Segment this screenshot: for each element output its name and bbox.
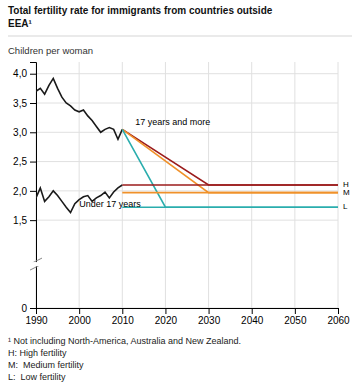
chart: Total fertility rate for immigrants from… <box>0 0 360 392</box>
y-tick-label: 1,5 <box>13 215 27 226</box>
y-tick-label: 2,0 <box>13 186 27 197</box>
x-tick-mark <box>165 308 166 314</box>
x-axis-line <box>37 309 339 315</box>
footnotes: ¹ Not including North-America, Australia… <box>8 336 241 382</box>
plot: 1990 2000 2010 2020 2030 2040 2050 2060 0 1,5 2,0 2… <box>13 62 350 326</box>
series-end-label: M <box>343 188 350 197</box>
x-tick: 2040 <box>241 308 264 326</box>
y-tick-mark <box>30 220 36 221</box>
x-tick: 2020 <box>155 308 178 326</box>
series-line <box>122 192 338 194</box>
footnote: ¹ Not including North-America, Australia… <box>8 336 241 346</box>
grid <box>36 62 338 308</box>
x-tick-label: 2030 <box>198 315 221 326</box>
x-axis: 1990 2000 2010 2020 2030 2040 2050 2060 <box>25 308 350 326</box>
y-tick: 1,5 <box>13 215 36 226</box>
y-tick: 0 <box>21 303 36 314</box>
y-tick: 2,5 <box>13 156 36 167</box>
y-tick-mark <box>30 191 36 192</box>
y-tick-mark <box>30 74 36 75</box>
x-tick-label: 2050 <box>284 315 307 326</box>
x-tick-label: 1990 <box>25 315 48 326</box>
y-axis-line <box>30 63 37 309</box>
y-tick-label: 2,5 <box>13 156 27 167</box>
end-labels: HML <box>343 180 350 211</box>
x-tick: 2060 <box>327 308 350 326</box>
footnote: M: Medium fertility <box>8 360 84 370</box>
y-tick-label: 0 <box>21 303 27 314</box>
grid-line-y <box>36 132 338 133</box>
separator <box>8 36 352 37</box>
title: Total fertility rate for immigrants from… <box>8 5 273 16</box>
title: EEA¹ <box>8 18 33 29</box>
series-end-label: L <box>343 202 348 211</box>
x-tick: 2050 <box>284 308 307 326</box>
series-line <box>36 78 122 139</box>
series-line <box>122 129 338 185</box>
x-tick-label: 2040 <box>241 315 264 326</box>
x-tick-label: 2010 <box>112 315 135 326</box>
grid-line-y <box>36 161 338 162</box>
x-tick-mark <box>295 308 296 314</box>
y-tick-label: 3,5 <box>13 98 27 109</box>
annotation: Under 17 years <box>79 199 141 209</box>
grid-line-y <box>36 220 338 221</box>
x-tick-mark <box>252 308 253 314</box>
series-line <box>122 206 338 208</box>
x-tick: 2010 <box>112 308 135 326</box>
series-line <box>122 129 338 207</box>
title-group: Total fertility rate for immigrants from… <box>8 5 273 29</box>
y-tick: 3,0 <box>13 127 36 138</box>
y-tick: 3,5 <box>13 98 36 109</box>
x-tick: 2000 <box>69 308 92 326</box>
series-line <box>122 184 338 186</box>
y-tick-mark <box>30 132 36 133</box>
x-tick: 1990 <box>25 308 48 326</box>
x-tick-label: 2020 <box>155 315 178 326</box>
grid-line-y <box>36 190 338 191</box>
axis-break-gap <box>30 262 42 266</box>
y-tick-mark <box>30 103 36 104</box>
x-tick-mark <box>338 308 339 314</box>
x-tick-mark <box>122 308 123 314</box>
y-tick: 4,0 <box>13 68 36 79</box>
y-tick-mark <box>30 162 36 163</box>
grid-line-y <box>36 73 338 74</box>
annotation: 17 years and more <box>135 117 210 127</box>
x-tick-mark <box>209 308 210 314</box>
x-tick-label: 2000 <box>69 315 92 326</box>
x-tick-mark <box>79 308 80 314</box>
grid-line-x <box>79 62 80 308</box>
y-tick-label: 3,0 <box>13 127 27 138</box>
x-tick-label: 2060 <box>327 315 350 326</box>
y-axis-title: Children per woman <box>8 45 93 56</box>
x-tick: 2030 <box>198 308 221 326</box>
footnote: L: Low fertility <box>8 372 66 382</box>
grid-line-y <box>36 103 338 104</box>
y-tick-label: 4,0 <box>13 68 27 79</box>
y-tick-mark <box>30 308 36 309</box>
annotations: 17 years and more Under 17 years <box>79 117 210 208</box>
y-tick: 2,0 <box>13 186 36 197</box>
y-axis: 0 1,5 2,0 2,5 3,0 3,5 4,0 <box>13 63 36 314</box>
series-line <box>122 129 338 192</box>
footnote: H: High fertility <box>8 348 67 358</box>
lines <box>36 78 338 212</box>
